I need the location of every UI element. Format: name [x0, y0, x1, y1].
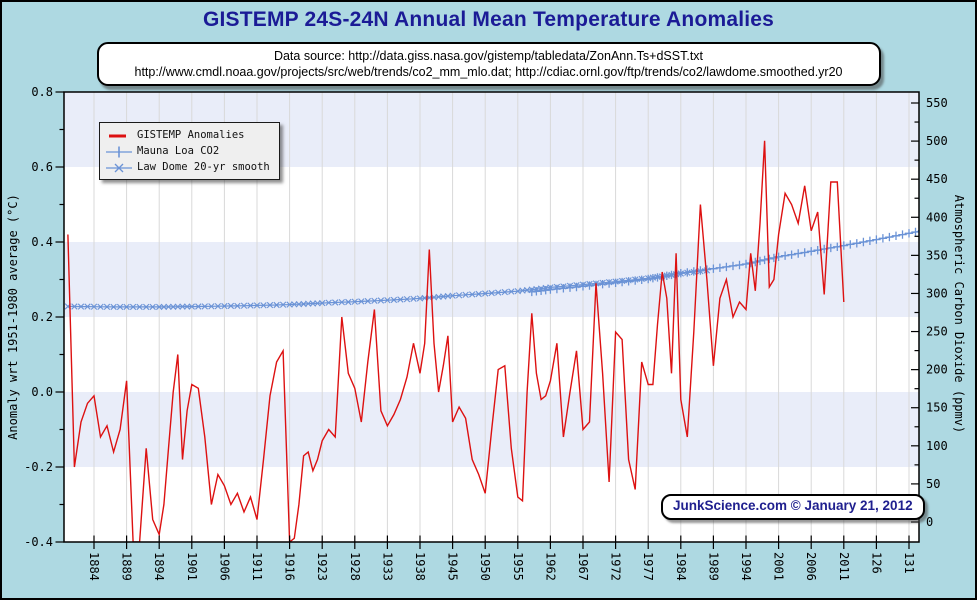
datasource-line2: http://www.cmdl.noaa.gov/projects/src/we… [134, 65, 843, 79]
legend-label-mauna-loa: Mauna Loa CO2 [137, 145, 220, 157]
svg-text:350: 350 [926, 248, 948, 262]
legend-item-law-dome: Law Dome 20-yr smooth [106, 159, 270, 175]
svg-text:1938: 1938 [413, 552, 427, 581]
svg-text:2011: 2011 [837, 552, 851, 581]
svg-text:1967: 1967 [576, 552, 590, 581]
legend-item-mauna-loa: Mauna Loa CO2 [106, 143, 270, 159]
left-axis-title: Anomaly wrt 1951-1980 average (°C) [6, 194, 20, 440]
svg-text:1901: 1901 [185, 552, 199, 581]
svg-text:500: 500 [926, 134, 948, 148]
svg-text:250: 250 [926, 325, 948, 339]
svg-text:1923: 1923 [315, 552, 329, 581]
svg-text:0.6: 0.6 [31, 160, 53, 174]
svg-text:126: 126 [869, 552, 883, 574]
svg-text:1962: 1962 [543, 552, 557, 581]
svg-text:2001: 2001 [772, 552, 786, 581]
svg-text:100: 100 [926, 439, 948, 453]
mauna-loa-plus-swatch [106, 145, 132, 158]
legend-item-gistemp: GISTEMP Anomalies [106, 127, 270, 143]
svg-text:1933: 1933 [380, 552, 394, 581]
svg-text:1955: 1955 [511, 552, 525, 581]
svg-text:1977: 1977 [641, 552, 655, 581]
svg-text:550: 550 [926, 96, 948, 110]
svg-text:400: 400 [926, 210, 948, 224]
watermark: JunkScience.com © January 21, 2012 [661, 494, 925, 520]
svg-text:0.0: 0.0 [31, 385, 53, 399]
svg-text:1916: 1916 [283, 552, 297, 581]
svg-text:2006: 2006 [804, 552, 818, 581]
legend: GISTEMP Anomalies Mauna Loa CO2 Law Dome… [99, 122, 280, 180]
svg-text:0.2: 0.2 [31, 310, 53, 324]
svg-text:1989: 1989 [706, 552, 720, 581]
svg-text:0: 0 [926, 515, 933, 529]
svg-text:150: 150 [926, 401, 948, 415]
svg-text:1994: 1994 [739, 552, 753, 581]
axis-ticks-and-labels [55, 91, 919, 549]
tick-label-text: 0.80.60.40.20.0-0.2-0.455050045040035030… [24, 85, 948, 581]
svg-text:1928: 1928 [348, 552, 362, 581]
datasource-box: Data source: http://data.giss.nasa.gov/g… [96, 42, 881, 86]
svg-text:-0.2: -0.2 [24, 460, 53, 474]
mauna-loa-co2-line [527, 227, 919, 297]
svg-text:1950: 1950 [478, 552, 492, 581]
svg-text:1984: 1984 [674, 552, 688, 581]
svg-text:1945: 1945 [446, 552, 460, 581]
svg-text:1894: 1894 [152, 552, 166, 581]
watermark-text: JunkScience.com © January 21, 2012 [673, 498, 913, 513]
svg-text:0.8: 0.8 [31, 85, 53, 99]
x-gridlines [93, 92, 910, 542]
svg-text:1972: 1972 [609, 552, 623, 581]
right-axis-title: Atmospheric Carbon Dioxide (ppmv) [952, 195, 966, 433]
legend-label-gistemp: GISTEMP Anomalies [137, 129, 245, 141]
svg-text:450: 450 [926, 172, 948, 186]
svg-text:-0.4: -0.4 [24, 535, 53, 549]
svg-text:200: 200 [926, 363, 948, 377]
svg-text:1906: 1906 [217, 552, 231, 581]
svg-text:50: 50 [926, 477, 940, 491]
svg-text:300: 300 [926, 286, 948, 300]
gistemp-line-swatch [106, 129, 132, 141]
legend-label-law-dome: Law Dome 20-yr smooth [137, 161, 270, 173]
svg-text:131: 131 [902, 552, 916, 574]
datasource-line1: Data source: http://data.giss.nasa.gov/g… [273, 49, 704, 63]
svg-text:1884: 1884 [87, 552, 101, 581]
svg-text:0.4: 0.4 [31, 235, 53, 249]
law-dome-x-swatch [106, 161, 132, 173]
chart-title: GISTEMP 24S-24N Annual Mean Temperature … [202, 8, 775, 31]
svg-text:1911: 1911 [250, 552, 264, 581]
gistemp-anomalies-line [67, 140, 845, 542]
svg-text:1889: 1889 [120, 552, 134, 581]
